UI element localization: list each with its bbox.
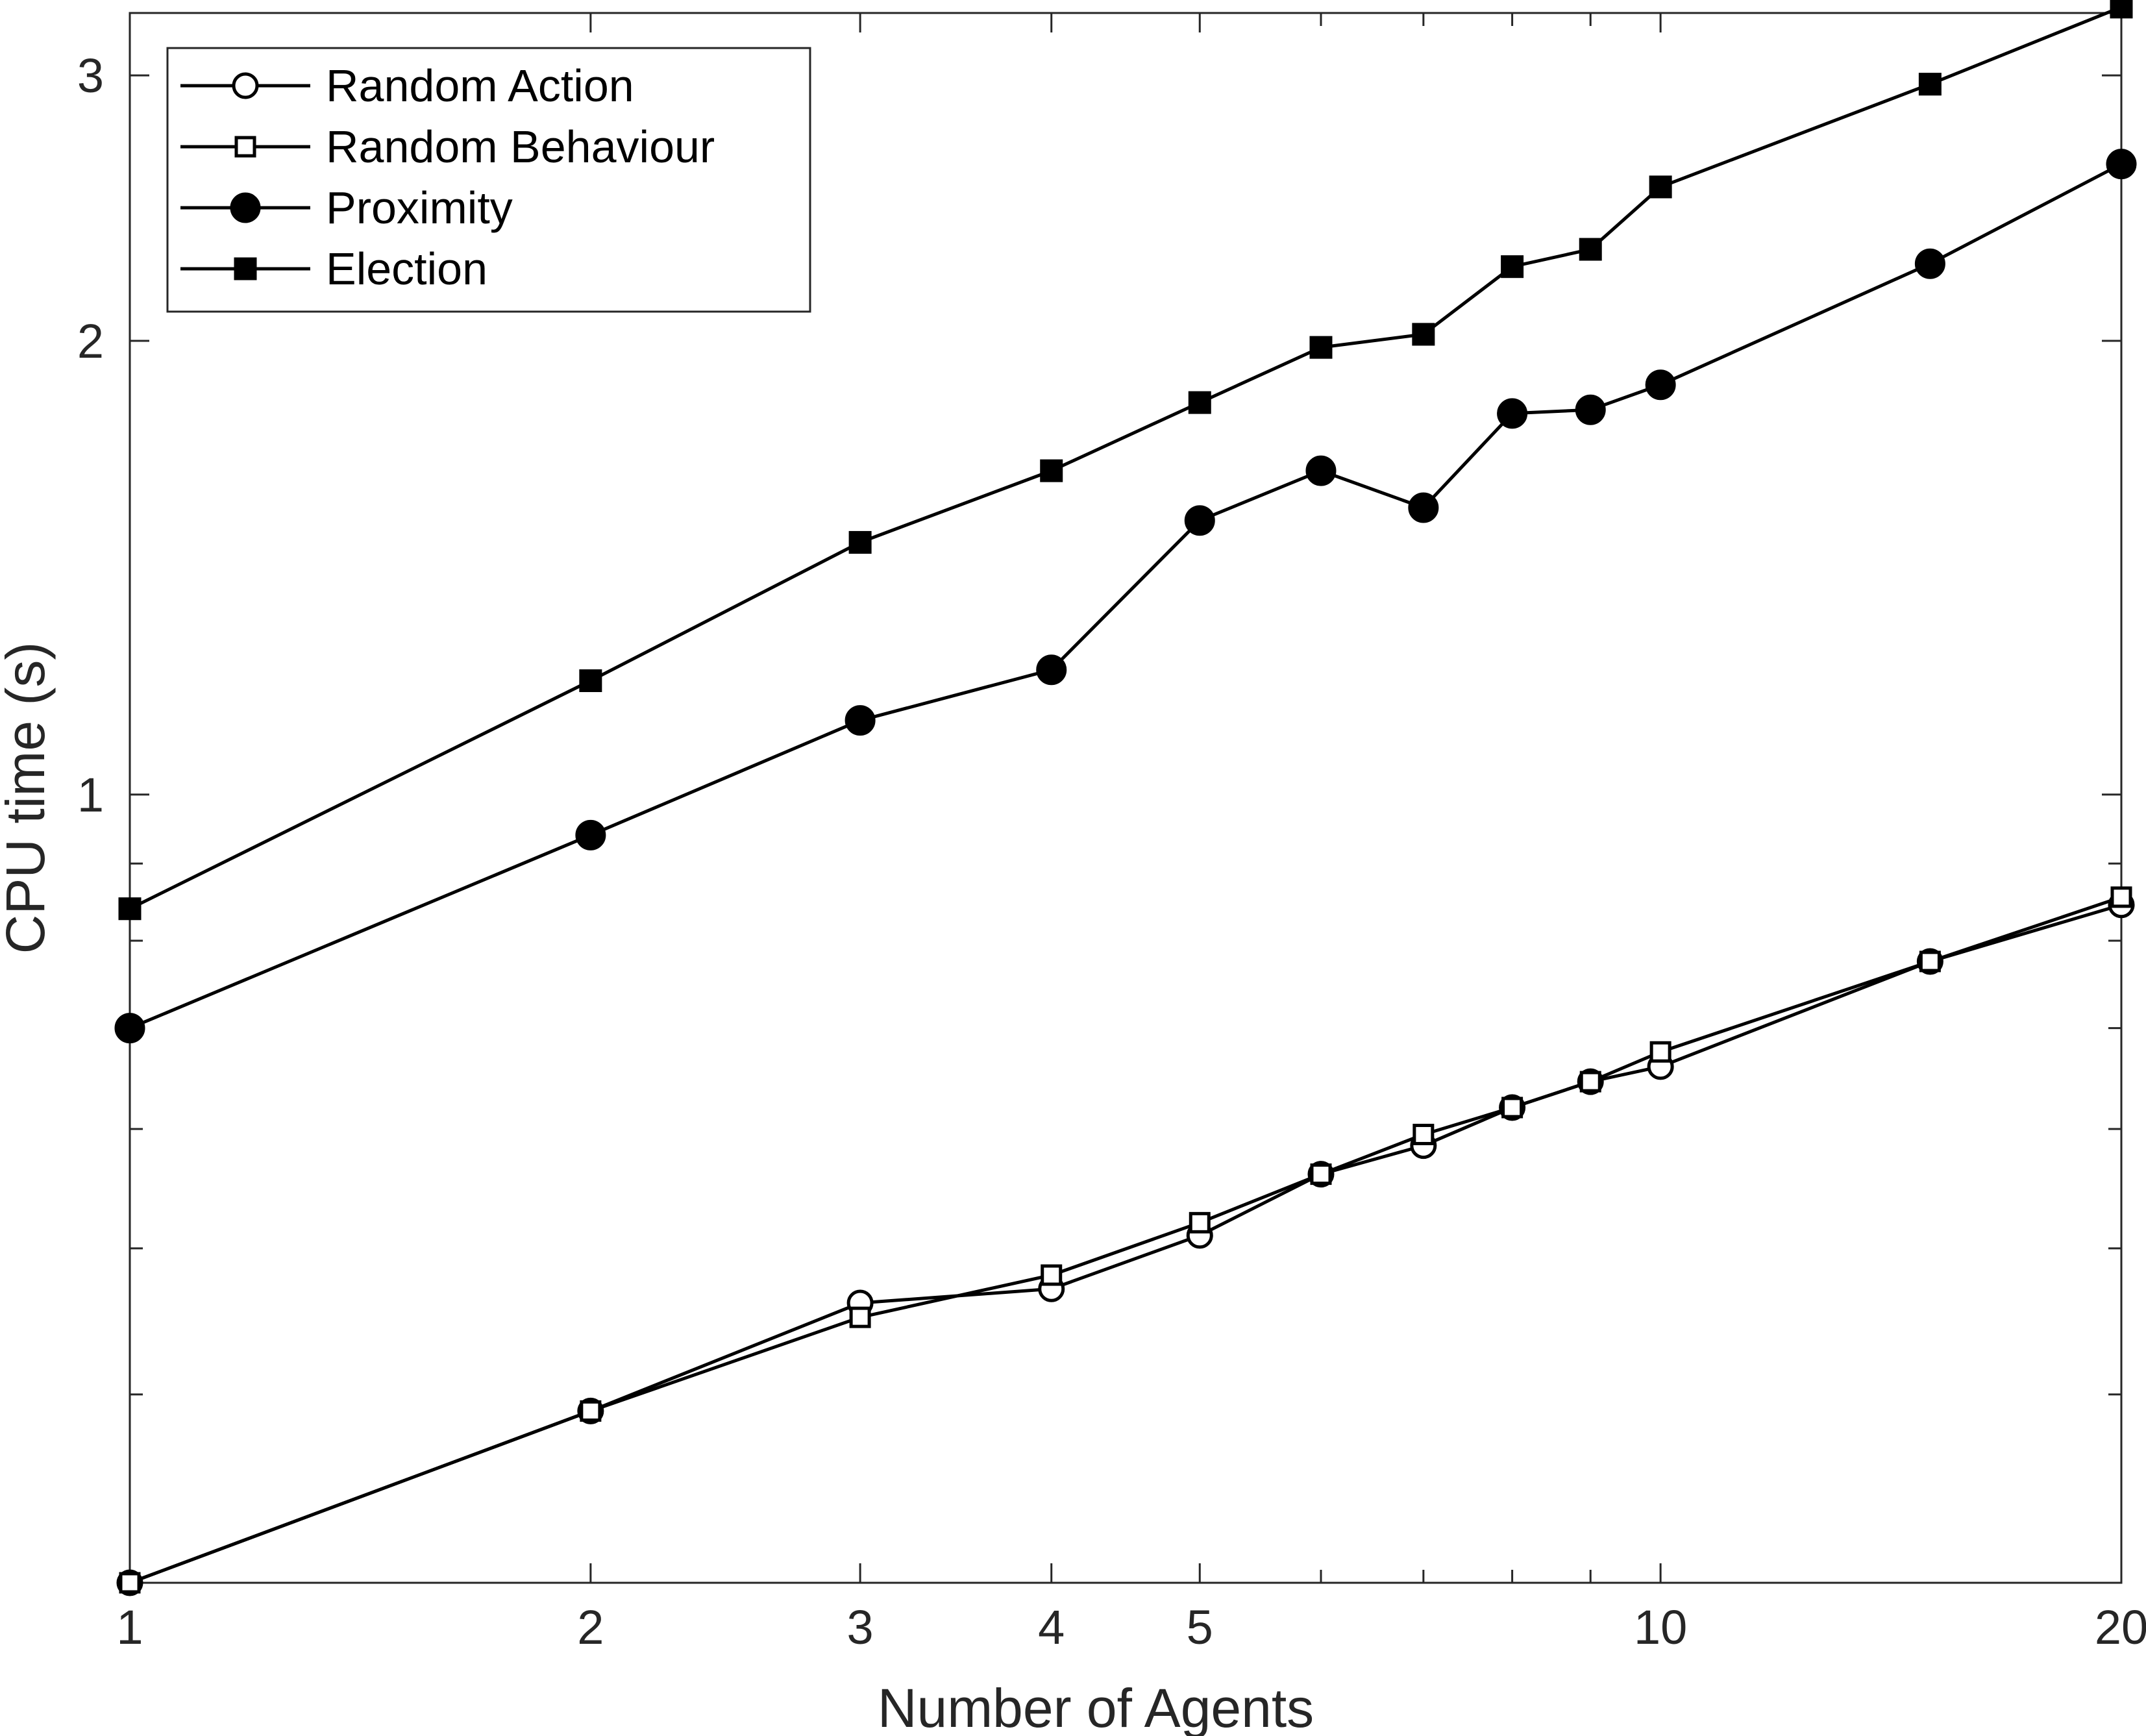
data-point (1412, 1123, 1435, 1145)
x-tick-label: 3 (847, 1600, 874, 1654)
series-layer (114, 0, 2137, 1596)
data-point (1188, 391, 1211, 414)
legend-entry: Proximity (180, 182, 513, 233)
series-line (129, 895, 2122, 1585)
legend-marker (234, 257, 257, 280)
data-point (1919, 950, 1941, 973)
data-point (1914, 248, 1945, 279)
data-point (1918, 73, 1942, 96)
series-2 (114, 149, 2137, 1044)
data-point (1501, 1097, 1523, 1119)
axis-ticks: 1 2 3 4 5 10 20 1 2 3 (77, 13, 2146, 1654)
series-1 (119, 886, 2132, 1594)
data-point (1189, 1211, 1211, 1234)
x-axis-label: Number of Agents (878, 1678, 1314, 1736)
x-tick-label: 20 (2095, 1600, 2146, 1654)
legend: Random Action Random Behaviour Proximity El… (166, 47, 811, 313)
legend-entry: Random Action (180, 60, 634, 111)
series-line (129, 5, 2122, 910)
data-point (575, 819, 606, 850)
data-point (849, 1306, 871, 1328)
data-point (1412, 323, 1435, 346)
y-axis-label: CPU time (s) (0, 642, 56, 954)
data-point (845, 705, 876, 736)
series-3 (118, 0, 2133, 921)
legend-marker (234, 136, 256, 158)
legend-entry: Election (180, 243, 487, 294)
legend-entry: Random Behaviour (180, 121, 715, 172)
data-point (1649, 1041, 1671, 1063)
data-point (118, 897, 142, 921)
data-point (1040, 459, 1063, 482)
data-point (114, 1013, 145, 1044)
data-point (1309, 336, 1333, 359)
data-point (1645, 369, 1676, 401)
y-tick-label: 1 (77, 768, 104, 822)
legend-label: Random Behaviour (326, 121, 715, 172)
y-tick-label: 2 (77, 314, 104, 368)
legend-marker (232, 72, 259, 99)
data-point (1501, 255, 1524, 279)
data-point (579, 669, 602, 693)
data-point (2106, 149, 2137, 180)
data-point (1408, 492, 1439, 523)
legend-label: Random Action (326, 60, 634, 111)
x-tick-label: 4 (1038, 1600, 1065, 1654)
x-tick-label: 10 (1634, 1600, 1687, 1654)
data-point (1575, 394, 1606, 425)
data-point (1310, 1163, 1332, 1185)
data-point (1497, 398, 1528, 429)
data-point (1036, 654, 1067, 686)
data-point (2110, 0, 2133, 19)
data-point (2110, 886, 2132, 908)
legend-label: Proximity (326, 182, 513, 233)
data-point (1041, 1264, 1063, 1286)
legend-marker (230, 192, 261, 223)
data-point (1579, 238, 1602, 261)
data-point (119, 1572, 141, 1594)
data-point (1184, 505, 1215, 536)
data-point (848, 530, 872, 554)
x-tick-label: 2 (577, 1600, 604, 1654)
series-line (129, 903, 2122, 1585)
data-point (580, 1400, 602, 1422)
series-line (129, 162, 2123, 1030)
data-point (1579, 1071, 1601, 1093)
x-tick-label: 5 (1187, 1600, 1213, 1654)
x-tick-label: 1 (116, 1600, 143, 1654)
data-point (1649, 175, 1672, 199)
legend-label: Election (326, 243, 487, 294)
data-point (1305, 455, 1337, 486)
y-tick-label: 3 (77, 49, 104, 103)
